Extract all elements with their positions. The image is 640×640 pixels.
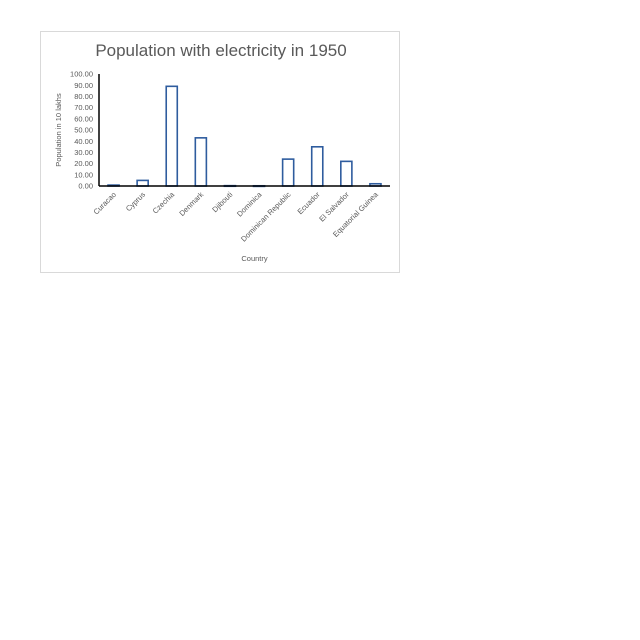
bars <box>107 85 382 188</box>
y-tick-label: 40.00 <box>74 137 93 146</box>
y-tick-label: 80.00 <box>74 92 93 101</box>
x-tick-label: Denmark <box>177 190 205 218</box>
y-axis-title: Population in 10 lakhs <box>54 93 63 167</box>
bar <box>165 85 179 187</box>
x-tick-label: Dominica <box>235 189 264 218</box>
x-axis-ticks: Curacao Cyprus Czechia Denmark Djibouti Domin… <box>92 189 381 243</box>
y-axis-ticks: 0.00 10.00 20.00 30.00 40.00 50.00 60.00 70.00 8… <box>70 70 93 191</box>
x-tick-label: Ecuador <box>296 190 322 216</box>
bar <box>281 158 295 187</box>
y-tick-label: 0.00 <box>78 182 93 191</box>
bar <box>310 146 324 187</box>
x-axis-title: Country <box>241 254 268 263</box>
y-tick-label: 90.00 <box>74 81 93 90</box>
chart-title: Population with electricity in 1950 <box>95 41 346 60</box>
y-tick-label: 70.00 <box>74 103 93 112</box>
x-tick-label: Cyprus <box>124 190 147 213</box>
y-tick-label: 60.00 <box>74 114 93 123</box>
y-tick-label: 30.00 <box>74 148 93 157</box>
bar <box>194 137 208 187</box>
x-tick-label: Curacao <box>92 190 118 216</box>
x-tick-label: Dominican Republic <box>239 190 293 244</box>
y-tick-label: 20.00 <box>74 159 93 168</box>
y-tick-label: 50.00 <box>74 126 93 135</box>
x-tick-label: Djibouti <box>210 190 234 214</box>
y-tick-label: 100.00 <box>70 70 93 79</box>
bar <box>136 179 149 187</box>
bar-chart: Population with electricity in 1950 Popu… <box>54 41 390 263</box>
chart-frame: Population with electricity in 1950 Popu… <box>40 31 400 273</box>
bar <box>340 160 353 187</box>
y-tick-label: 10.00 <box>74 170 93 179</box>
x-tick-label: Czechia <box>151 189 177 215</box>
